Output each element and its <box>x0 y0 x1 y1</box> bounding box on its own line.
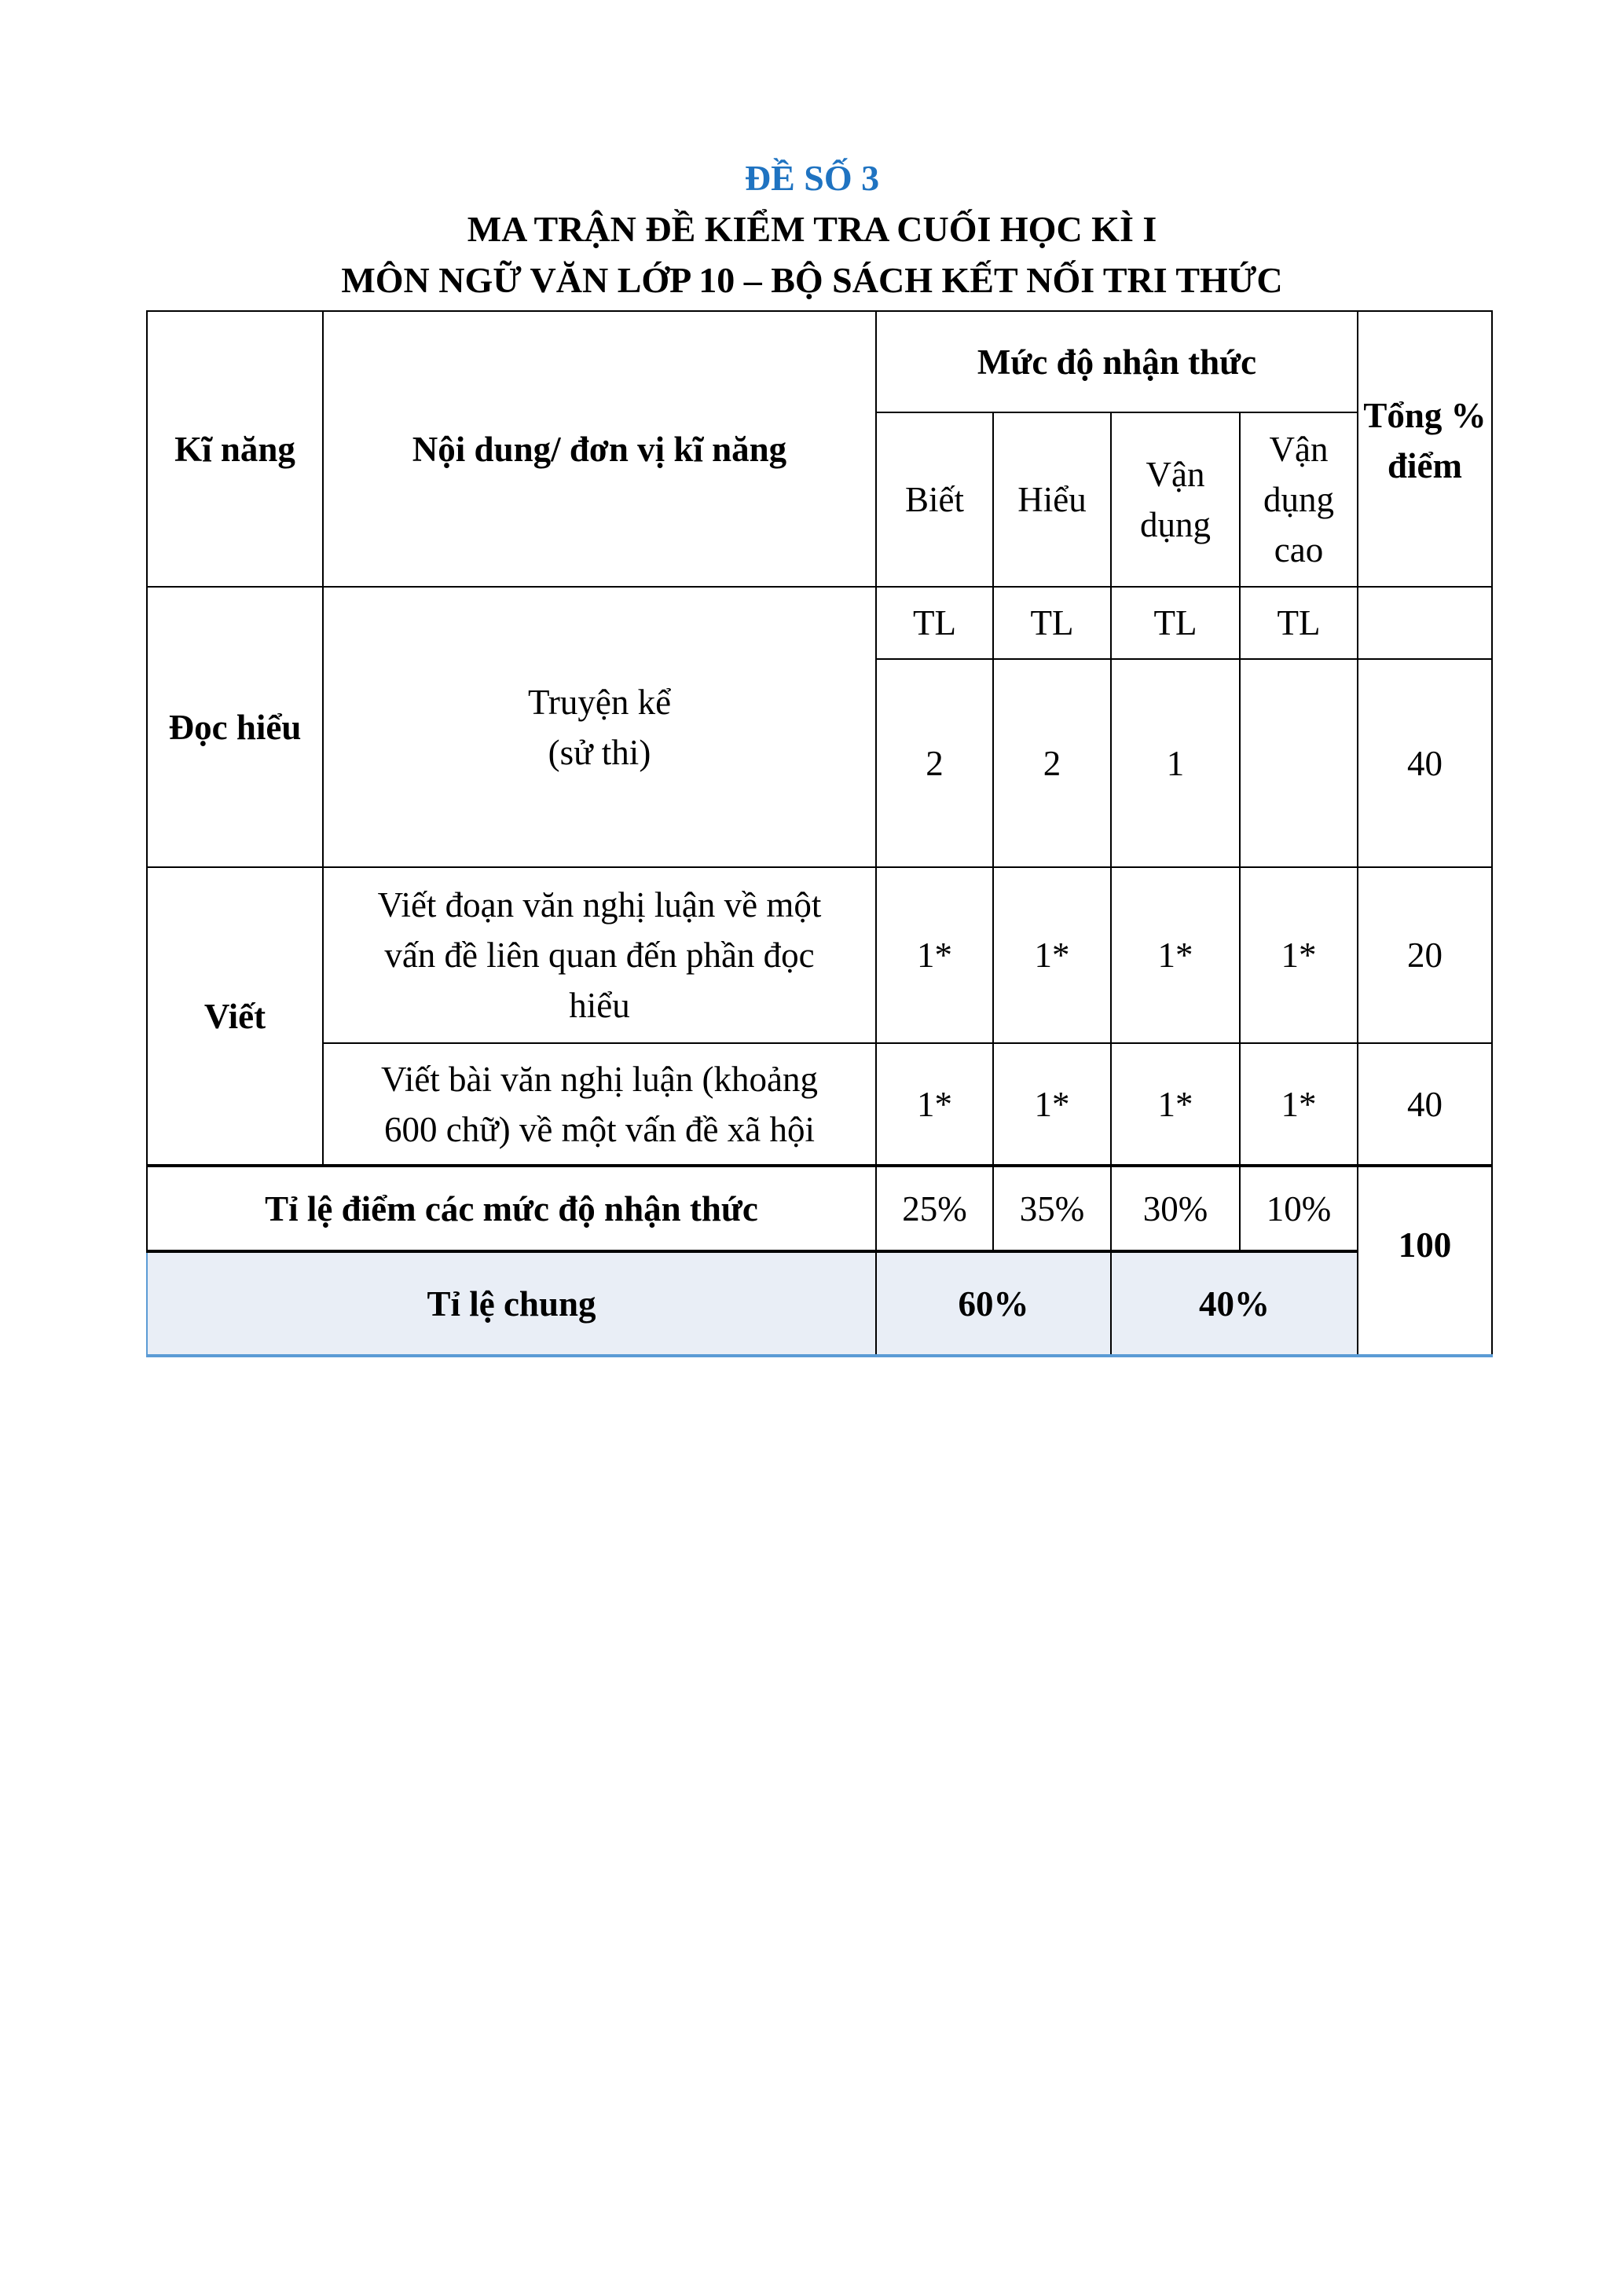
value-cell: 1* <box>992 866 1112 1044</box>
total-cell: 20 <box>1357 866 1493 1044</box>
header-levels-group: Mức độ nhận thức <box>875 310 1358 413</box>
value-cell: 1* <box>1110 1042 1241 1166</box>
format-cell: TL <box>1239 586 1358 660</box>
exam-number: ĐỀ SỐ 3 <box>744 158 880 198</box>
overall-ratio-value: 40% <box>1110 1250 1358 1357</box>
value-cell: 1* <box>1239 1042 1358 1166</box>
header-level-understand: Hiểu <box>992 412 1112 588</box>
total-cell: 40 <box>1357 1042 1493 1166</box>
header-level-apply: Vận dụng <box>1110 412 1241 588</box>
value-cell: 1* <box>992 1042 1112 1166</box>
level-ratio-label: Tỉ lệ điểm các mức độ nhận thức <box>146 1164 877 1252</box>
header-total: Tổng % điểm <box>1357 310 1493 588</box>
value-cell: 1 <box>1110 658 1241 868</box>
total-cell: 40 <box>1357 658 1493 868</box>
level-ratio-value: 10% <box>1239 1164 1358 1252</box>
skill-reading: Đọc hiểu <box>146 586 324 868</box>
header-skill: Kĩ năng <box>146 310 324 588</box>
value-cell <box>1239 658 1358 868</box>
level-ratio-value: 30% <box>1110 1164 1241 1252</box>
exam-matrix-table: Kĩ năng Nội dung/ đơn vị kĩ năng Mức độ … <box>146 310 1493 1357</box>
value-cell: 2 <box>992 658 1112 868</box>
header-level-know: Biết <box>875 412 994 588</box>
header-level-apply-high: Vận dụng cao <box>1239 412 1358 588</box>
header-content: Nội dung/ đơn vị kĩ năng <box>322 310 877 588</box>
value-cell: 1* <box>1239 866 1358 1044</box>
value-cell: 1* <box>875 866 994 1044</box>
value-cell: 1* <box>1110 866 1241 1044</box>
format-total-cell <box>1357 586 1493 660</box>
content-writing-paragraph: Viết đoạn văn nghị luận về một vấn đề li… <box>322 866 877 1044</box>
format-cell: TL <box>992 586 1112 660</box>
title-line-1: MA TRẬN ĐỀ KIỂM TRA CUỐI HỌC KÌ I <box>467 209 1157 249</box>
format-cell: TL <box>1110 586 1241 660</box>
content-reading: Truyện kể (sử thi) <box>322 586 877 868</box>
title-line-2: MÔN NGỮ VĂN LỚP 10 – BỘ SÁCH KẾT NỐI TRI… <box>341 260 1283 300</box>
level-ratio-value: 25% <box>875 1164 994 1252</box>
level-ratio-value: 35% <box>992 1164 1112 1252</box>
format-cell: TL <box>875 586 994 660</box>
value-cell: 2 <box>875 658 994 868</box>
overall-ratio-value: 60% <box>875 1250 1112 1357</box>
value-cell: 1* <box>875 1042 994 1166</box>
skill-writing: Viết <box>146 866 324 1166</box>
content-writing-essay: Viết bài văn nghị luận (khoảng 600 chữ) … <box>322 1042 877 1166</box>
overall-ratio-label: Tỉ lệ chung <box>146 1250 877 1357</box>
grand-total: 100 <box>1357 1164 1493 1357</box>
